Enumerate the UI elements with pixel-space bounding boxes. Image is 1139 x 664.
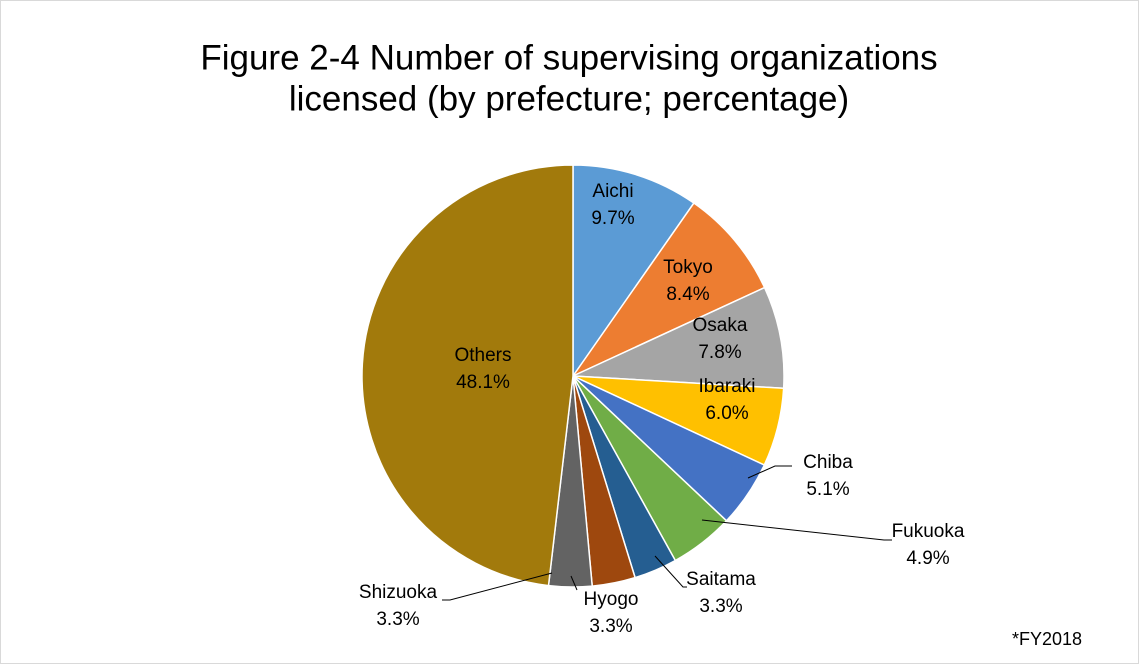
slice-label: Aichi <box>592 181 633 202</box>
pie-slice <box>361 164 574 587</box>
chart-title: Figure 2-4 Number of supervising organiz… <box>200 38 937 77</box>
chart-title: licensed (by prefecture; percentage) <box>289 79 849 118</box>
pie-slice <box>572 164 695 379</box>
slice-value-label: 4.9% <box>906 548 949 569</box>
slice-value-label: 48.1% <box>456 372 510 393</box>
leader-line <box>442 572 553 601</box>
slice-value-label: 7.8% <box>698 342 741 363</box>
slice-label: Others <box>454 345 511 366</box>
slice-label: Shizuoka <box>359 582 438 603</box>
leader-line <box>747 465 792 479</box>
note: *FY2018 <box>1012 629 1082 649</box>
slice-value-label: 6.0% <box>705 403 748 424</box>
slice-label: Hyogo <box>584 589 639 610</box>
slice-value-label: 9.7% <box>591 208 634 229</box>
slice-value-label: 3.3% <box>376 609 419 630</box>
leader-line <box>701 519 892 541</box>
leader-line <box>570 575 578 591</box>
slice-label: Osaka <box>693 315 748 336</box>
slice-label: Chiba <box>803 452 853 473</box>
slice-label: Saitama <box>686 569 756 590</box>
pie-slice <box>570 202 766 378</box>
slice-value-label: 3.3% <box>699 596 742 617</box>
slice-value-label: 3.3% <box>589 616 632 637</box>
slice-label: Tokyo <box>663 257 713 278</box>
slice-label: Ibaraki <box>698 376 755 397</box>
pie-slice <box>572 286 785 390</box>
slice-value-label: 8.4% <box>666 284 709 305</box>
slice-label: Fukuoka <box>892 521 965 542</box>
slice-value-label: 5.1% <box>806 479 849 500</box>
leader-line <box>654 555 687 588</box>
